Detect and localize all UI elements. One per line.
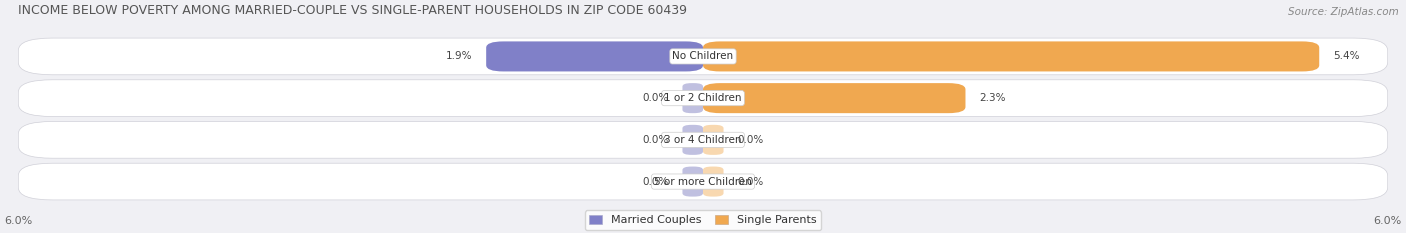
Text: 0.0%: 0.0% [643, 93, 669, 103]
FancyBboxPatch shape [703, 83, 966, 113]
FancyBboxPatch shape [18, 38, 1388, 75]
FancyBboxPatch shape [703, 41, 1319, 72]
Text: 0.0%: 0.0% [643, 177, 669, 187]
FancyBboxPatch shape [703, 125, 724, 155]
Text: 0.0%: 0.0% [643, 135, 669, 145]
Text: 2.3%: 2.3% [979, 93, 1005, 103]
Text: INCOME BELOW POVERTY AMONG MARRIED-COUPLE VS SINGLE-PARENT HOUSEHOLDS IN ZIP COD: INCOME BELOW POVERTY AMONG MARRIED-COUPL… [18, 4, 688, 17]
Text: 1 or 2 Children: 1 or 2 Children [664, 93, 742, 103]
Text: 0.0%: 0.0% [737, 135, 763, 145]
FancyBboxPatch shape [682, 83, 703, 113]
Text: No Children: No Children [672, 51, 734, 62]
FancyBboxPatch shape [682, 167, 703, 197]
Text: 5.4%: 5.4% [1333, 51, 1360, 62]
Text: 3 or 4 Children: 3 or 4 Children [664, 135, 742, 145]
FancyBboxPatch shape [18, 163, 1388, 200]
Text: 5 or more Children: 5 or more Children [654, 177, 752, 187]
FancyBboxPatch shape [703, 167, 724, 197]
Legend: Married Couples, Single Parents: Married Couples, Single Parents [585, 210, 821, 230]
Text: 0.0%: 0.0% [737, 177, 763, 187]
FancyBboxPatch shape [18, 80, 1388, 116]
Text: Source: ZipAtlas.com: Source: ZipAtlas.com [1288, 7, 1399, 17]
FancyBboxPatch shape [682, 125, 703, 155]
FancyBboxPatch shape [486, 41, 703, 72]
FancyBboxPatch shape [18, 121, 1388, 158]
Text: 1.9%: 1.9% [446, 51, 472, 62]
